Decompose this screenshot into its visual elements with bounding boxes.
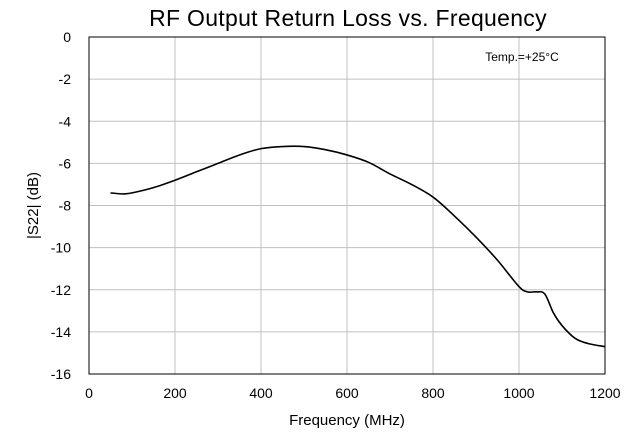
y-axis-title: |S22| (dB) [25,172,42,239]
temperature-annotation: Temp.=+25°C [485,50,559,64]
y-tick-label: -12 [51,282,71,298]
x-tick-label: 200 [163,385,187,401]
x-tick-label: 400 [249,385,273,401]
y-tick-label: -6 [59,155,72,171]
y-tick-label: -16 [51,366,71,382]
x-tick-label: 600 [335,385,359,401]
y-tick-label: -2 [59,71,72,87]
tick-labels: 0 200 400 600 800 1000 1200 0 -2 -4 -6 -8 -10 -12 -14 -… [51,29,621,401]
x-tick-label: 0 [85,385,93,401]
x-axis-title: Frequency (MHz) [289,412,405,429]
series-line-0 [110,145,606,348]
plot-area-frame [88,36,606,375]
y-tick-label: -14 [51,324,71,340]
series-layer [110,145,606,348]
grid [89,37,605,374]
chart-title: RF Output Return Loss vs. Frequency [149,5,547,31]
y-tick-label: -8 [59,198,72,214]
x-tick-label: 800 [421,385,445,401]
x-tick-label: 1200 [589,385,620,401]
x-tick-label: 1000 [503,385,534,401]
y-tick-label: -10 [51,240,71,256]
y-tick-label: 0 [63,29,71,45]
y-tick-label: -4 [59,113,72,129]
